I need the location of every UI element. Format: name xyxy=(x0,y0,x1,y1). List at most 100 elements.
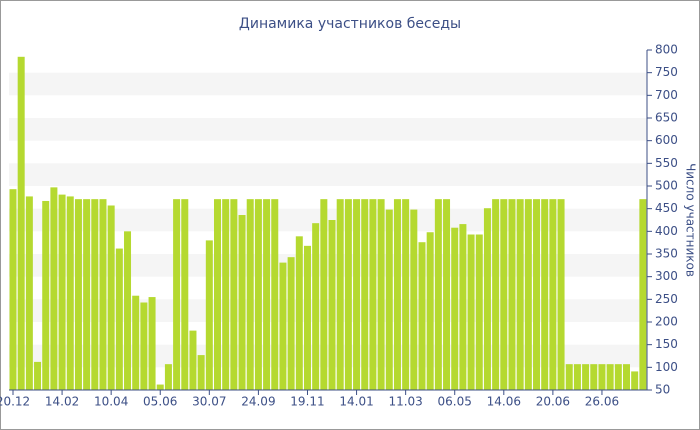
y-tick-label: 300 xyxy=(655,269,678,283)
bar xyxy=(83,199,91,390)
y-tick-label: 400 xyxy=(655,224,678,238)
x-tick-label: 30.07 xyxy=(192,395,226,409)
bar xyxy=(25,196,33,390)
y-tick-label: 200 xyxy=(655,315,678,329)
y-tick-label: 50 xyxy=(655,383,670,397)
bar xyxy=(140,302,148,390)
bar xyxy=(361,199,369,390)
bar xyxy=(344,199,352,390)
bar xyxy=(418,242,426,390)
bar xyxy=(459,224,467,390)
bar xyxy=(541,199,549,390)
bar xyxy=(565,364,573,390)
bar xyxy=(377,199,385,390)
bar xyxy=(312,223,320,390)
bar xyxy=(614,364,622,390)
bar xyxy=(385,209,393,390)
bar xyxy=(287,257,295,390)
bar xyxy=(623,364,630,390)
bar xyxy=(451,227,459,390)
bar xyxy=(590,364,598,390)
x-tick-label: 26.06 xyxy=(585,395,619,409)
y-axis-label: Число участников xyxy=(684,163,698,277)
bar xyxy=(246,199,254,390)
bar xyxy=(42,200,50,390)
bar xyxy=(74,199,82,390)
y-tick-label: 100 xyxy=(655,360,678,374)
bar xyxy=(214,199,221,390)
bar xyxy=(34,361,42,390)
bar xyxy=(475,234,483,390)
bar xyxy=(107,205,115,390)
bar xyxy=(254,199,262,390)
y-tick-label: 700 xyxy=(655,88,678,102)
bar xyxy=(189,330,197,390)
bar xyxy=(271,199,279,390)
bar xyxy=(263,199,271,390)
x-tick-label: 14.02 xyxy=(45,395,79,409)
y-tick-label: 750 xyxy=(655,65,678,79)
bar xyxy=(238,215,246,390)
bar xyxy=(606,364,614,390)
bar xyxy=(115,248,123,390)
bar xyxy=(573,364,581,390)
bar xyxy=(639,199,647,390)
bar xyxy=(467,234,475,390)
y-tick-label: 500 xyxy=(655,179,678,193)
bar xyxy=(320,199,328,390)
bar xyxy=(66,196,74,390)
bar xyxy=(328,220,336,390)
bar xyxy=(58,194,66,390)
y-tick-label: 800 xyxy=(655,43,678,57)
y-tick-label: 150 xyxy=(655,337,678,351)
bar xyxy=(181,199,189,390)
grid-band xyxy=(9,163,647,186)
bar xyxy=(508,199,516,390)
y-tick-label: 350 xyxy=(655,247,678,261)
bar xyxy=(582,364,590,390)
bar xyxy=(369,199,377,390)
x-tick-label: 05.06 xyxy=(143,395,177,409)
bar xyxy=(279,262,287,390)
bar xyxy=(402,199,410,390)
x-tick-label: 14.01 xyxy=(339,395,373,409)
y-tick-label: 550 xyxy=(655,156,678,170)
bar xyxy=(124,231,132,390)
x-tick-label: 10.04 xyxy=(94,395,128,409)
bar xyxy=(524,199,532,390)
bar xyxy=(393,199,401,390)
chart-title: Динамика участников беседы xyxy=(239,16,461,32)
bar xyxy=(336,199,344,390)
bar xyxy=(303,245,311,390)
x-tick-label: 19.11 xyxy=(290,395,324,409)
bar xyxy=(500,199,508,390)
bars xyxy=(9,56,647,391)
bar xyxy=(99,199,107,390)
bar xyxy=(164,364,172,390)
x-tick-label: 20.06 xyxy=(536,395,570,409)
bar xyxy=(483,208,491,390)
bar xyxy=(230,199,238,390)
bar xyxy=(197,355,205,390)
bar xyxy=(132,295,140,390)
bar xyxy=(9,189,17,390)
x-tick-label: 14.06 xyxy=(487,395,521,409)
bar xyxy=(549,199,557,390)
bar xyxy=(516,199,524,390)
bar xyxy=(91,199,99,390)
y-tick-label: 250 xyxy=(655,292,678,306)
x-tick-label: 11.03 xyxy=(388,395,422,409)
bar xyxy=(156,384,164,390)
y-tick-label: 450 xyxy=(655,201,678,215)
bar xyxy=(533,199,541,390)
bar xyxy=(295,236,303,390)
bar xyxy=(50,187,58,390)
bar xyxy=(492,199,500,390)
x-tick-label: 24.09 xyxy=(241,395,275,409)
bar xyxy=(205,240,213,390)
y-tick-label: 600 xyxy=(655,133,678,147)
bar xyxy=(426,232,434,390)
bar xyxy=(353,199,361,390)
